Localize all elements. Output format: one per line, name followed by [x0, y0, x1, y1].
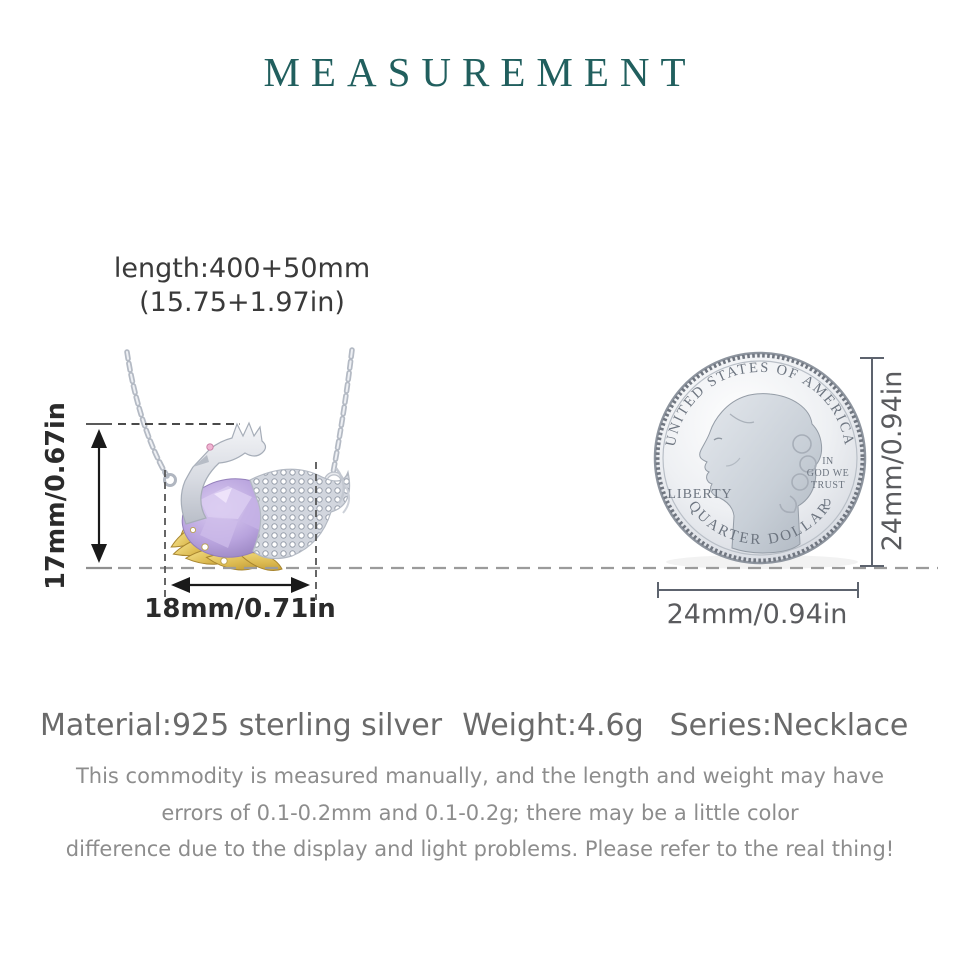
coin-motto: IN GOD WE TRUST: [807, 456, 850, 491]
disclaimer-line-1: This commodity is measured manually, and…: [75, 764, 885, 788]
chain-connector-loop: [163, 473, 177, 487]
chain-length-in: (15.75+1.97in): [139, 287, 345, 318]
washington-profile: [699, 393, 823, 554]
coin-liberty: LIBERTY: [667, 487, 732, 502]
svg-text:TRUST: TRUST: [811, 480, 845, 491]
necklace-chain: [124, 347, 355, 493]
coin-width-label: 24mm/0.94in: [667, 599, 848, 630]
chain-length-label: length:400+50mm (15.75+1.97in): [114, 252, 370, 320]
pendant-height-label: 17mm/0.67in: [41, 402, 71, 590]
swan-pendant-illustration: [170, 421, 351, 571]
svg-text:GOD WE: GOD WE: [807, 468, 850, 479]
cz-accents: [189, 526, 228, 565]
coin-height-label: 24mm/0.94in: [877, 371, 908, 552]
pendant-dimension-lines: [86, 423, 938, 600]
chain-length-mm: length:400+50mm: [113, 253, 371, 284]
disclaimer-line-2: errors of 0.1-0.2mm and 0.1-0.2g; there …: [161, 800, 799, 825]
page-title: MEASUREMENT: [263, 49, 697, 95]
pendant-width-label: 18mm/0.71in: [144, 594, 335, 624]
pave-crystal-wing: [249, 467, 351, 560]
coin-illustration: UNITED STATES OF AMERICA QUARTER DOLLAR …: [653, 351, 867, 569]
disclaimer-line-3: difference due to the display and light …: [65, 837, 895, 861]
swan-beak: [193, 455, 209, 467]
spec-material: Material:925 sterling silver: [39, 708, 443, 743]
spec-series: Series:Necklace: [669, 708, 909, 743]
disclaimer-text: This commodity is measured manually, and…: [66, 758, 894, 868]
swan-head-neck: [180, 421, 267, 525]
coin-mint-mark: D: [823, 497, 831, 509]
svg-text:IN: IN: [822, 456, 834, 467]
spec-weight: Weight:4.6g: [462, 708, 644, 743]
coin-reeded-edge: [655, 353, 865, 563]
swan-eye: [206, 443, 214, 451]
coin-dimension-lines: [657, 357, 884, 598]
